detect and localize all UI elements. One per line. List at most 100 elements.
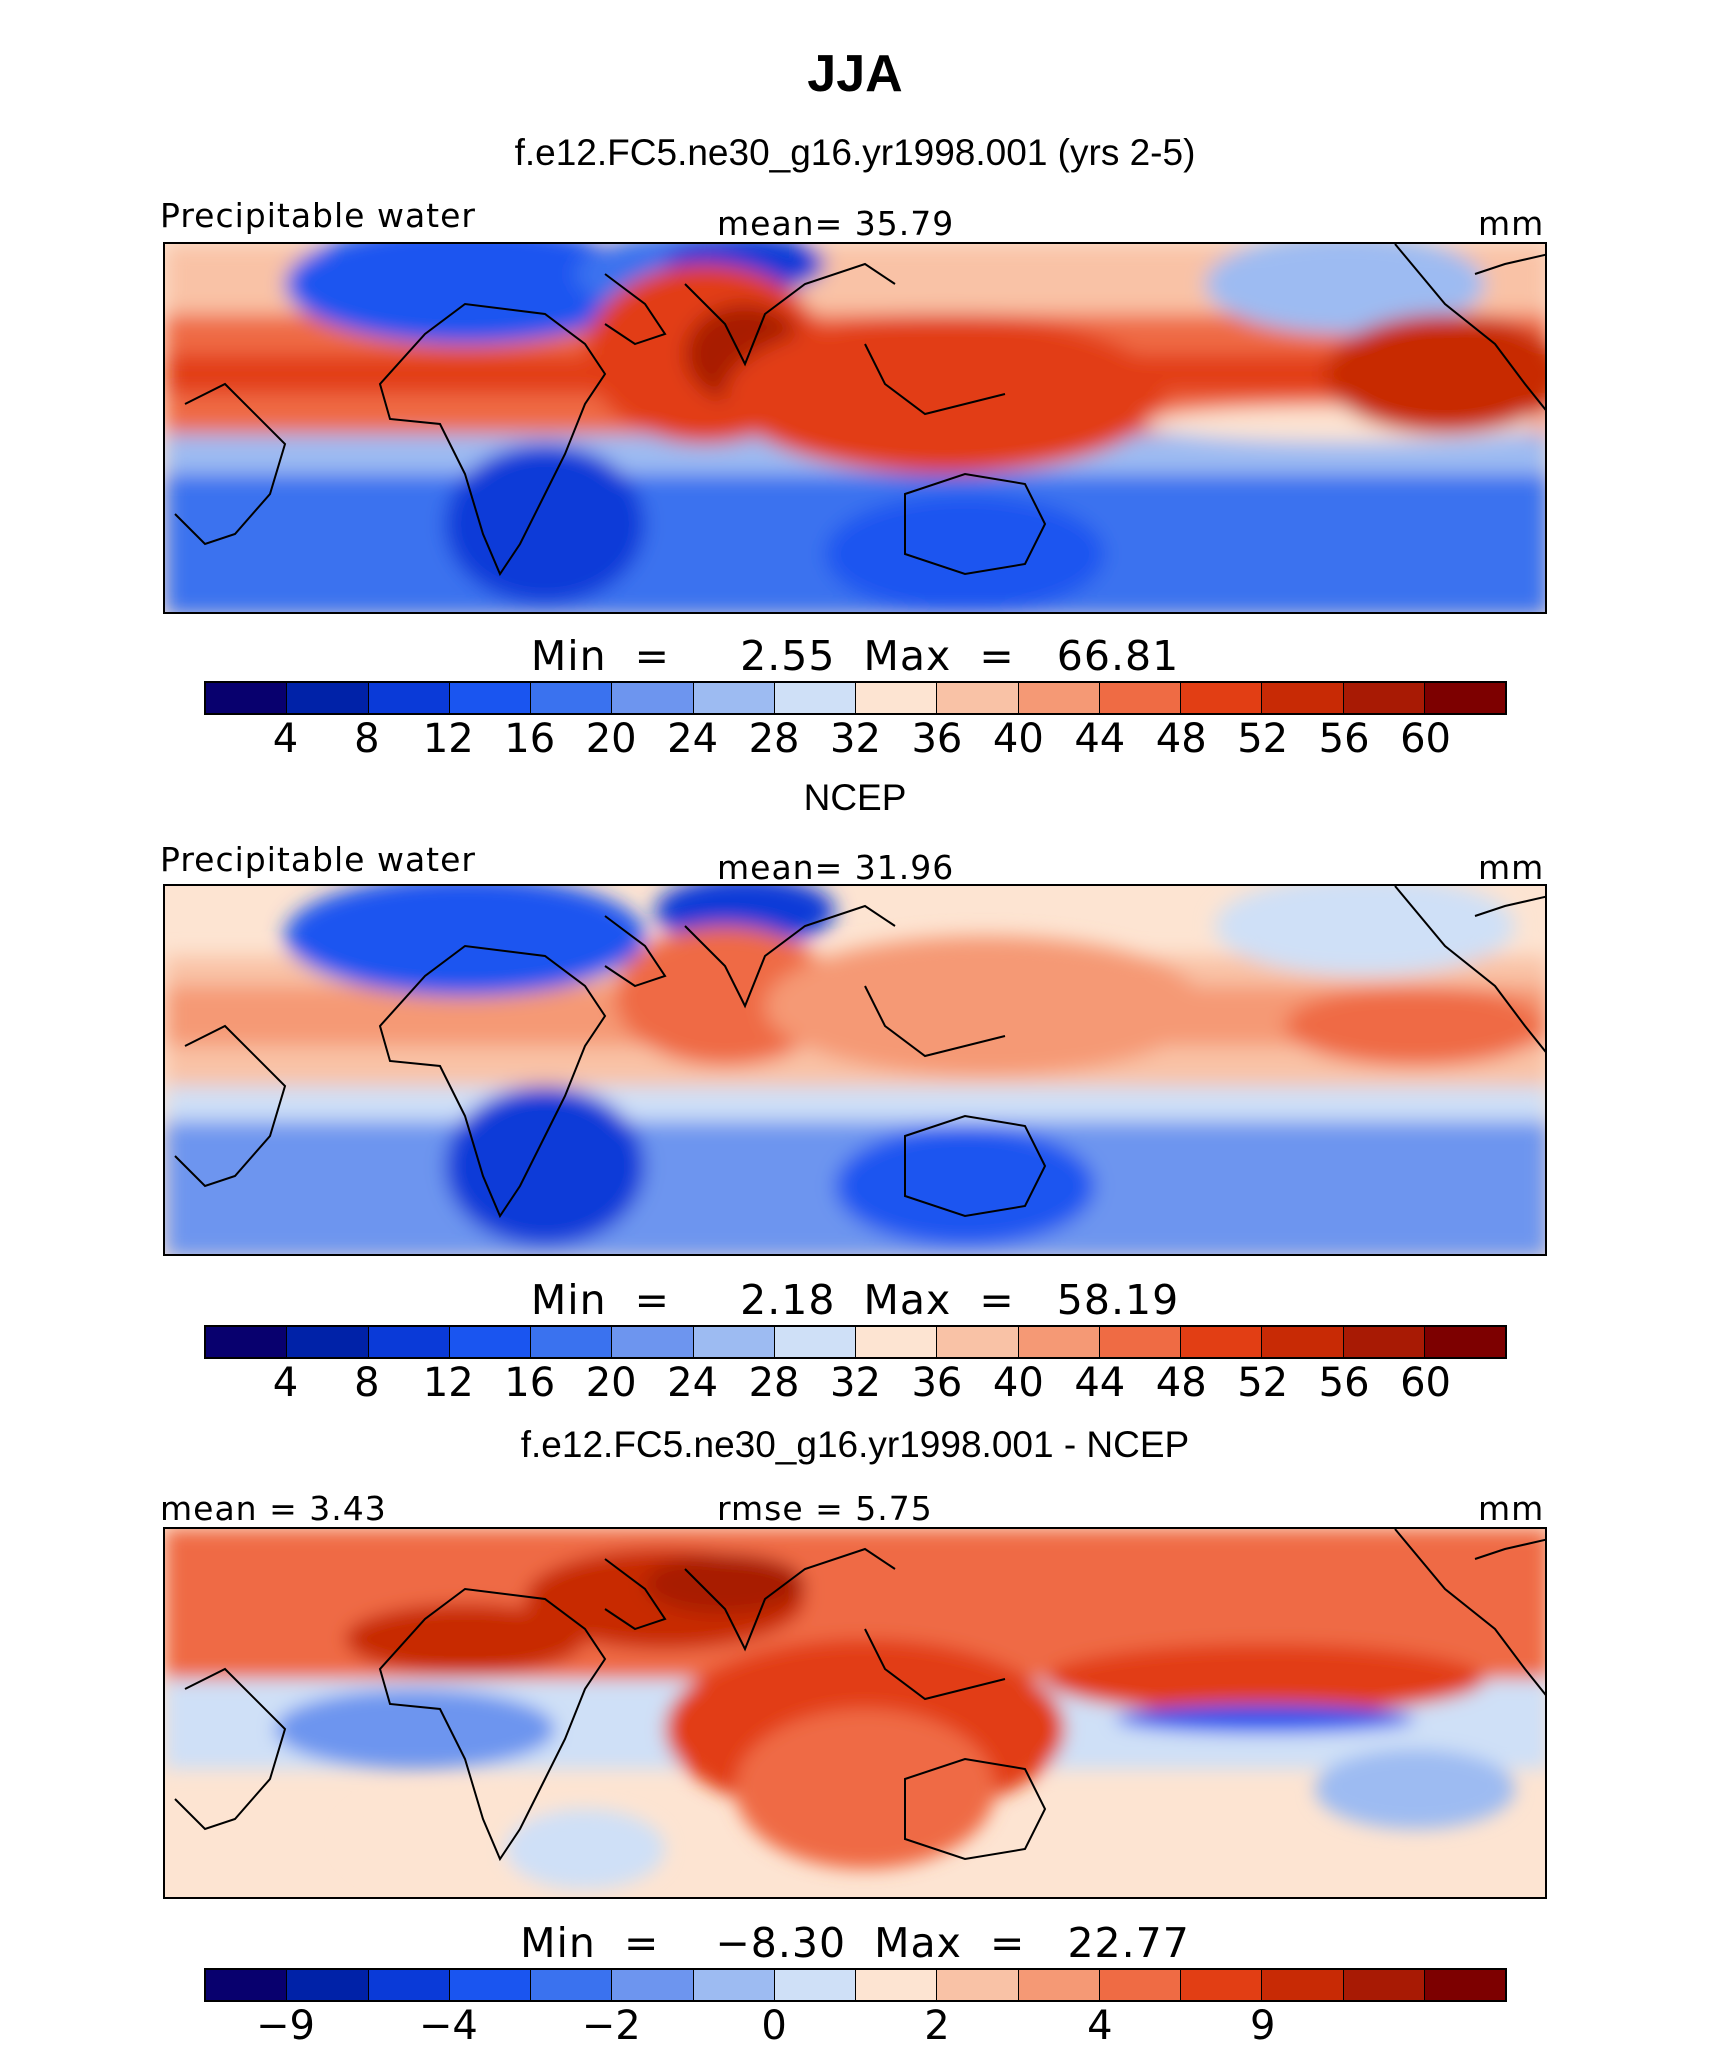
colorbar-tick-label: 48 [1155, 716, 1207, 762]
colorbar-swatch [856, 1970, 938, 2000]
colorbar-swatch [287, 1970, 369, 2000]
colorbar-swatch [1181, 683, 1263, 713]
colorbar-swatch [1424, 1327, 1505, 1357]
figure-title: JJA [807, 45, 903, 103]
panel-3-title: f.e12.FC5.ne30_g16.yr1998.001 - NCEP [520, 1424, 1190, 1465]
colorbar-tick-label: 4 [272, 1360, 299, 1406]
panel-1-map [163, 242, 1547, 614]
colorbar-tick-label: 40 [992, 1360, 1044, 1406]
colorbar-swatch [856, 683, 938, 713]
panel-1-colorbar [204, 681, 1507, 715]
colorbar-swatch [1262, 683, 1344, 713]
colorbar-swatch [693, 1327, 775, 1357]
colorbar-tick-label: 44 [1074, 716, 1126, 762]
panel-2-field [165, 886, 1545, 1254]
colorbar-swatch [1099, 683, 1181, 713]
panel-2-variable-label: Precipitable water [160, 840, 476, 879]
colorbar-tick-label: 28 [748, 1360, 800, 1406]
colorbar-tick-label: 32 [830, 716, 881, 762]
panel-3-map [163, 1527, 1547, 1899]
colorbar-tick-label: 44 [1074, 1360, 1126, 1406]
colorbar-tick-label: −2 [581, 2003, 641, 2049]
colorbar-swatch [449, 683, 531, 713]
colorbar-tick-label: 56 [1318, 716, 1370, 762]
colorbar-swatch [1181, 1970, 1263, 2000]
colorbar-swatch [856, 1327, 938, 1357]
panel-1-units-label: mm [1478, 204, 1545, 243]
colorbar-tick-label: 24 [667, 716, 719, 762]
colorbar-tick-label: 4 [1087, 2003, 1113, 2049]
colorbar-tick-label: 36 [911, 1360, 963, 1406]
colorbar-tick-label: 12 [422, 1360, 474, 1406]
colorbar-swatch [937, 1970, 1019, 2000]
colorbar-tick-label: −4 [418, 2003, 478, 2049]
panel-1-min-max: Min = 2.55 Max = 66.81 [530, 632, 1180, 680]
panel-3-units-label: mm [1478, 1489, 1545, 1528]
colorbar-swatch [1018, 683, 1100, 713]
colorbar-swatch [531, 683, 613, 713]
colorbar-swatch [368, 683, 450, 713]
colorbar-tick-label: 20 [585, 1360, 637, 1406]
panel-3-colorbar [204, 1968, 1507, 2002]
colorbar-swatch [937, 683, 1019, 713]
colorbar-swatch [1343, 1327, 1425, 1357]
colorbar-tick-label: 52 [1237, 716, 1289, 762]
colorbar-tick-label: 8 [354, 716, 380, 762]
colorbar-swatch [1099, 1327, 1181, 1357]
colorbar-swatch [1262, 1970, 1344, 2000]
colorbar-tick-label: 0 [761, 2003, 787, 2049]
colorbar-swatch [368, 1327, 450, 1357]
panel-3-rmse-label: rmse = 5.75 [717, 1489, 933, 1528]
colorbar-swatch [1343, 1970, 1425, 2000]
panel-3-colorbar-ticks: −9 −4 −2 0 2 4 9 [204, 2003, 1507, 2053]
panel-2-colorbar [204, 1325, 1507, 1359]
colorbar-swatch [1424, 683, 1505, 713]
colorbar-tick-label: 60 [1400, 1360, 1452, 1406]
colorbar-swatch [449, 1970, 531, 2000]
colorbar-tick-label: −9 [255, 2003, 315, 2049]
colorbar-swatch [612, 1327, 694, 1357]
colorbar-swatch [1343, 683, 1425, 713]
colorbar-swatch [206, 1327, 288, 1357]
colorbar-tick-label: 24 [667, 1360, 719, 1406]
panel-1-mean-label: mean= 35.79 [717, 204, 955, 243]
colorbar-swatch [449, 1327, 531, 1357]
panel-3-min-max: Min = −8.30 Max = 22.77 [520, 1919, 1190, 1967]
colorbar-tick-label: 52 [1237, 1360, 1289, 1406]
colorbar-tick-label: 20 [585, 716, 637, 762]
panel-1-field [165, 244, 1545, 612]
colorbar-tick-label: 40 [992, 716, 1044, 762]
colorbar-swatch [693, 683, 775, 713]
colorbar-swatch [1018, 1327, 1100, 1357]
panel-3-field [165, 1529, 1545, 1897]
colorbar-swatch [774, 1970, 856, 2000]
colorbar-swatch [612, 683, 694, 713]
colorbar-swatch [287, 683, 369, 713]
colorbar-swatch [774, 1327, 856, 1357]
colorbar-swatch [368, 1970, 450, 2000]
panel-2-min-max: Min = 2.18 Max = 58.19 [530, 1276, 1180, 1324]
colorbar-tick-label: 48 [1155, 1360, 1207, 1406]
colorbar-swatch [937, 1327, 1019, 1357]
colorbar-swatch [531, 1970, 613, 2000]
colorbar-tick-label: 60 [1400, 716, 1452, 762]
colorbar-swatch [1262, 1327, 1344, 1357]
panel-2-units-label: mm [1478, 848, 1545, 887]
colorbar-tick-label: 9 [1249, 2003, 1276, 2049]
colorbar-swatch [206, 683, 288, 713]
colorbar-tick-label: 8 [354, 1360, 380, 1406]
panel-2-colorbar-ticks: 4 8 12 16 20 24 28 32 36 40 44 48 52 56 60 [204, 1360, 1507, 1410]
colorbar-tick-label: 56 [1318, 1360, 1370, 1406]
colorbar-tick-label: 28 [748, 716, 800, 762]
colorbar-tick-label: 36 [911, 716, 963, 762]
colorbar-swatch [1018, 1970, 1100, 2000]
colorbar-tick-label: 2 [924, 2003, 950, 2049]
panel-3-mean-label: mean = 3.43 [160, 1489, 387, 1528]
colorbar-tick-label: 16 [504, 1360, 556, 1406]
colorbar-swatch [1099, 1970, 1181, 2000]
panel-1-variable-label: Precipitable water [160, 196, 476, 235]
colorbar-swatch [612, 1970, 694, 2000]
panel-1-colorbar-ticks: 4 8 12 16 20 24 28 32 36 40 44 48 52 56 60 [204, 716, 1507, 766]
colorbar-tick-label: 12 [422, 716, 474, 762]
panel-2-title: NCEP [803, 777, 907, 818]
